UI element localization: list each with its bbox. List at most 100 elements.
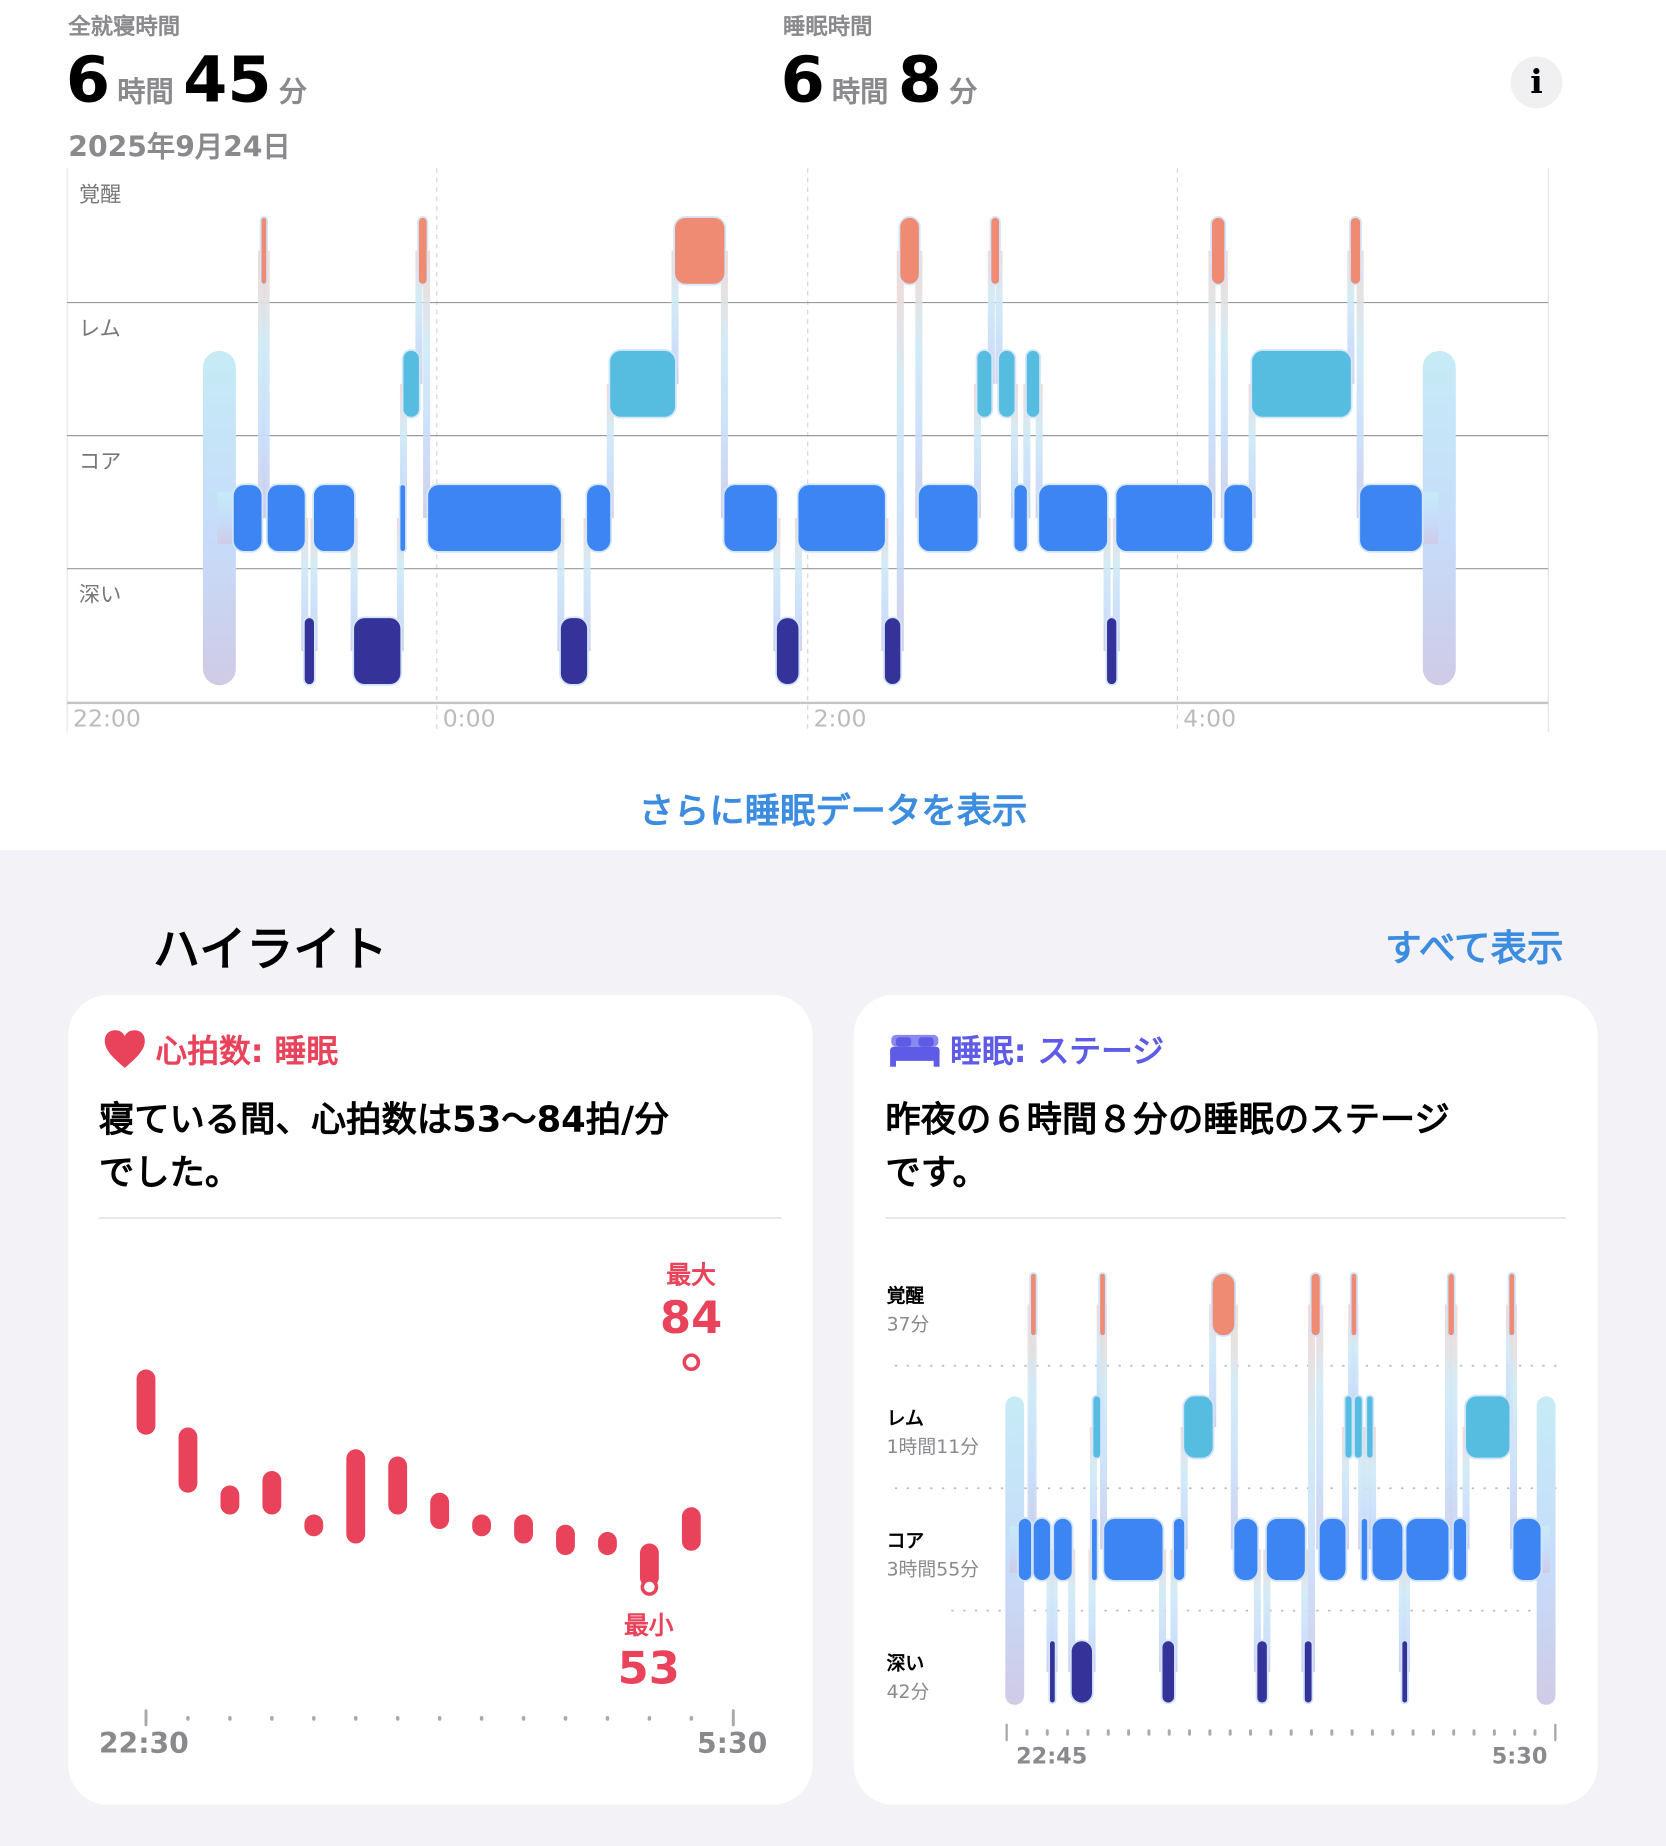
- heart-rate-card[interactable]: 心拍数: 睡眠 寝ている間、心拍数は53～84拍/分 でした。 最大 84 最小…: [68, 994, 813, 1805]
- stage-transition: [399, 383, 408, 519]
- summary-line: です。: [885, 1152, 988, 1194]
- stage-legend-rem: レム 1時間11分: [887, 1402, 979, 1459]
- heart-icon: [104, 1029, 145, 1068]
- stage-legend-core: コア 3時間55分: [887, 1525, 979, 1582]
- highlights-title: ハイライト: [153, 923, 388, 978]
- stage-transition: [881, 518, 889, 652]
- stage-transition: [1220, 250, 1228, 519]
- stage-transition: [1347, 250, 1355, 384]
- stage-legend-awake: 覚醒 37分: [887, 1280, 930, 1337]
- stage-segment-core: [312, 483, 356, 553]
- stage-transition: [1023, 383, 1031, 519]
- stage-transition: [1405, 492, 1439, 544]
- stage-transition: [973, 383, 981, 519]
- in-bed-label: 全就寝時間: [68, 14, 181, 41]
- info-icon: i: [1530, 62, 1543, 102]
- stage-label-awake: 覚醒: [78, 182, 122, 208]
- date-label: 2025年9月24日: [68, 130, 291, 164]
- minutes-unit: 分: [949, 75, 978, 109]
- stage-transition: [1208, 250, 1216, 519]
- stage-segment-rem: [975, 349, 994, 419]
- stage-transition: [310, 518, 318, 652]
- stage-card-title: 睡眠: ステージ: [889, 1025, 1164, 1071]
- stage-segment-core: [398, 483, 407, 553]
- stage-label-core: コア: [78, 449, 122, 475]
- summary-line: 昨夜の６時間８分の睡眠のステージ: [885, 1099, 1450, 1141]
- stage-segment-core: [796, 483, 887, 553]
- heart-card-title: 心拍数: 睡眠: [104, 1025, 339, 1071]
- stage-segment-core: [1037, 483, 1109, 553]
- in-bed-total: 6 時間 45 分: [66, 42, 316, 116]
- in-bed-hours: 6: [65, 42, 111, 117]
- stage-transition: [583, 518, 591, 652]
- sleep-stages-card[interactable]: 睡眠: ステージ 昨夜の６時間８分の睡眠のステージ です。 覚醒 37分 レム 1時…: [853, 994, 1598, 1805]
- stage-duration: 1時間11分: [886, 1435, 980, 1458]
- stage-segment-rem: [401, 349, 421, 419]
- stage-name: 覚醒: [886, 1284, 925, 1307]
- stage-segment-rem: [608, 349, 677, 419]
- divider: [98, 1217, 782, 1219]
- show-more-sleep-data-link[interactable]: さらに睡眠データを表示: [638, 791, 1028, 833]
- main-chart: [202, 216, 1456, 686]
- stage-segment-rem: [997, 349, 1017, 419]
- x-tick: 22:00: [72, 704, 141, 733]
- stage-transition: [396, 518, 404, 652]
- stage-segment-core: [917, 483, 980, 553]
- min-value: 53: [617, 1642, 680, 1695]
- stage-legend-deep: 深い 42分: [887, 1647, 930, 1704]
- stage-transition: [995, 250, 1003, 384]
- stage-transition: [671, 250, 679, 384]
- stage-transition: [1010, 383, 1019, 519]
- stage-label-deep: 深い: [78, 582, 122, 608]
- stage-segment-core: [1114, 483, 1214, 553]
- stage-duration: 3時間55分: [886, 1557, 980, 1581]
- stage-segment-awake: [1349, 216, 1362, 286]
- heart-card-summary: 寝ている間、心拍数は53～84拍/分 でした。: [99, 1094, 669, 1200]
- info-button[interactable]: i: [1510, 56, 1563, 109]
- asleep-label: 睡眠時間: [782, 14, 873, 41]
- stage-transition: [915, 250, 923, 519]
- asleep-minutes: 8: [897, 42, 943, 117]
- heart-card-title-text: 心拍数: 睡眠: [155, 1033, 339, 1071]
- stage-segment-core: [1222, 483, 1254, 553]
- stage-segment-deep: [302, 616, 316, 686]
- stage-transition: [262, 250, 270, 519]
- stage-transition: [794, 518, 803, 652]
- stage-segment-core: [722, 483, 779, 553]
- stage-name: コア: [886, 1529, 925, 1552]
- stage-segment-deep: [559, 616, 589, 686]
- divider: [885, 1217, 1566, 1219]
- stage-name: レム: [886, 1406, 924, 1430]
- stage-transition: [606, 383, 614, 519]
- stage-name: 深い: [886, 1651, 925, 1675]
- hours-unit: 時間: [831, 75, 889, 109]
- in-bed-start-cap: [202, 350, 236, 686]
- stage-segment-awake: [417, 216, 429, 286]
- stage-transition: [350, 518, 358, 652]
- stage-segment-deep: [775, 616, 801, 686]
- stage-segment-rem: [1025, 349, 1041, 419]
- stage-label-rem: レム: [78, 316, 121, 342]
- stage-transition: [1103, 518, 1111, 652]
- x-end-label: 5:30: [1491, 1743, 1548, 1770]
- summary-line: でした。: [98, 1152, 241, 1194]
- stage-segment-awake: [1210, 216, 1227, 286]
- stage-transition: [720, 250, 728, 519]
- x-tick: 2:00: [813, 704, 867, 733]
- x-tick: 4:00: [1183, 704, 1237, 733]
- show-all-link[interactable]: すべて表示: [1385, 927, 1564, 971]
- stage-transition: [257, 250, 266, 519]
- stage-segment-core: [1012, 483, 1029, 553]
- stage-transition: [1112, 518, 1120, 652]
- stage-transition: [896, 250, 904, 652]
- stage-transition: [217, 492, 251, 544]
- stage-segment-core: [265, 483, 307, 553]
- stage-segment-awake: [259, 216, 268, 286]
- stage-transition: [1035, 383, 1043, 519]
- x-start-label: 22:30: [98, 1727, 189, 1761]
- stage-transition: [415, 250, 423, 384]
- x-end-label: 5:30: [697, 1727, 768, 1761]
- stage-segment-core: [426, 483, 563, 553]
- stage-transition: [987, 250, 995, 384]
- stage-segment-deep: [1105, 616, 1119, 686]
